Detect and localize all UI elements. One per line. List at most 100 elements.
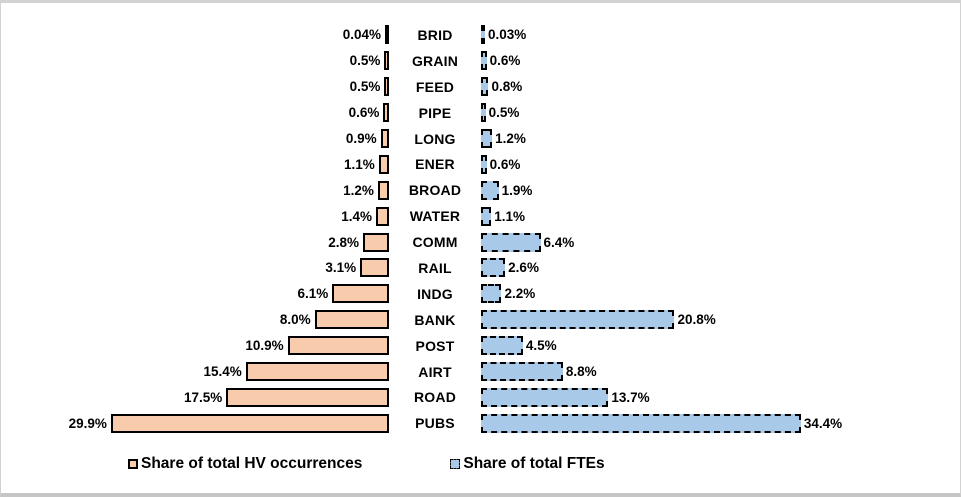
left-bar-cell: 0.6%: [9, 103, 389, 123]
left-bar-cell: 0.04%: [9, 25, 389, 45]
ftes-bar: [481, 336, 523, 356]
right-bar-cell: 0.03%: [481, 25, 954, 45]
chart-row: 8.0% BANK 20.8%: [9, 307, 954, 333]
ftes-bar: [481, 180, 499, 200]
left-bar-cell: 1.2%: [9, 180, 389, 200]
ftes-bar: [481, 362, 563, 382]
left-value-label: 0.04%: [342, 27, 381, 43]
hv-occurrences-bar: [385, 25, 389, 45]
right-value-label: 13.7%: [611, 389, 650, 405]
left-value-label: 29.9%: [68, 415, 107, 431]
hv-occurrences-bar: [375, 206, 389, 226]
ftes-bar: [481, 413, 801, 433]
category-label: GRAIN: [411, 52, 459, 69]
right-bar-cell: 1.2%: [481, 129, 954, 148]
left-value-label: 1.2%: [343, 182, 374, 198]
left-bar-cell: 6.1%: [9, 284, 389, 304]
left-value-label: 10.9%: [245, 338, 284, 354]
chart-row: 1.4% WATER 1.1%: [9, 203, 954, 229]
legend-item-ftes: Share of total FTEs: [450, 455, 605, 473]
right-bar-cell: 13.7%: [481, 387, 954, 407]
ftes-bar: [481, 77, 489, 97]
left-bar-cell: 0.9%: [9, 129, 389, 148]
left-value-label: 1.1%: [344, 156, 375, 172]
hv-occurrences-bar: [245, 362, 389, 382]
left-bar-cell: 29.9%: [9, 413, 389, 433]
left-bar-cell: 3.1%: [9, 258, 389, 278]
category-label: BANK: [414, 311, 456, 328]
chart-row: 1.1% ENER 0.6%: [9, 151, 954, 177]
chart-row: 6.1% INDG 2.2%: [9, 281, 954, 307]
right-value-label: 6.4%: [543, 234, 575, 250]
legend-item-hv-occurrences: Share of total HV occurrences: [128, 455, 362, 473]
ftes-bar: [481, 284, 502, 304]
left-bar-cell: 15.4%: [9, 362, 389, 382]
hv-occurrences-bar: [362, 232, 389, 252]
chart-row: 0.5% FEED 0.8%: [9, 74, 954, 100]
hv-occurrences-bar: [226, 387, 389, 407]
left-value-label: 17.5%: [183, 389, 223, 405]
left-bar-cell: 2.8%: [9, 232, 389, 252]
category-label: AIRT: [418, 363, 452, 380]
ftes-bar: [481, 51, 487, 71]
chart-row: 3.1% RAIL 2.6%: [9, 255, 954, 281]
chart-row: 2.8% COMM 6.4%: [9, 229, 954, 255]
right-bar-cell: 0.8%: [481, 77, 954, 97]
category-label: BRID: [417, 26, 453, 43]
right-value-label: 8.8%: [565, 364, 597, 380]
category-label: ROAD: [413, 389, 457, 406]
chart-legend: Share of total HV occurrences Share of t…: [1, 455, 960, 473]
right-bar-cell: 0.6%: [481, 154, 954, 174]
chart-row: 0.04% BRID 0.03%: [9, 22, 954, 48]
category-label: LONG: [414, 130, 456, 147]
hv-occurrences-bar: [380, 129, 389, 148]
right-bar-cell: 1.9%: [481, 180, 954, 200]
chart-row: 0.5% GRAIN 0.6%: [9, 48, 954, 74]
ftes-bar: [481, 387, 609, 407]
right-value-label: 1.2%: [495, 131, 526, 146]
ftes-bar: [481, 154, 487, 174]
right-value-label: 2.2%: [504, 286, 536, 302]
right-value-label: 0.03%: [488, 27, 527, 43]
chart-row: 29.9% PUBS 34.4%: [9, 410, 954, 436]
ftes-swatch-icon: [450, 459, 461, 469]
hv-occurrences-swatch-icon: [128, 459, 138, 469]
category-label: POST: [415, 337, 455, 354]
chart-row: 0.9% LONG 1.2%: [9, 126, 954, 152]
ftes-bar: [481, 206, 492, 226]
right-value-label: 0.6%: [489, 156, 521, 172]
left-value-label: 3.1%: [325, 260, 357, 276]
right-bar-cell: 0.5%: [481, 103, 954, 123]
left-bar-cell: 0.5%: [9, 51, 389, 71]
left-bar-cell: 10.9%: [9, 336, 389, 356]
right-value-label: 2.6%: [508, 260, 539, 276]
left-bar-cell: 0.5%: [9, 77, 389, 97]
category-label: FEED: [415, 78, 455, 95]
right-value-label: 1.1%: [494, 208, 525, 224]
left-value-label: 8.0%: [279, 312, 311, 328]
left-value-label: 6.1%: [297, 286, 329, 302]
right-bar-cell: 0.6%: [481, 51, 954, 71]
left-value-label: 0.5%: [349, 79, 381, 95]
legend-label-ftes: Share of total FTEs: [463, 455, 605, 472]
right-bar-cell: 34.4%: [481, 413, 954, 433]
right-bar-cell: 2.6%: [481, 258, 954, 278]
category-label: PIPE: [418, 104, 452, 121]
category-label: ENER: [415, 156, 455, 173]
right-value-label: 0.5%: [488, 105, 520, 121]
right-bar-cell: 6.4%: [481, 232, 954, 252]
left-bar-cell: 1.1%: [9, 154, 389, 174]
right-value-label: 0.6%: [489, 53, 521, 69]
chart-row: 15.4% AIRT 8.8%: [9, 359, 954, 385]
chart-row: 10.9% POST 4.5%: [9, 333, 954, 359]
hv-occurrences-bar: [378, 154, 389, 174]
right-bar-cell: 2.2%: [481, 284, 954, 304]
category-label: INDG: [417, 285, 453, 302]
ftes-bar: [481, 129, 493, 148]
left-bar-cell: 8.0%: [9, 310, 389, 330]
chart-row: 0.6% PIPE 0.5%: [9, 100, 954, 126]
ftes-bar: [481, 103, 486, 123]
left-value-label: 15.4%: [203, 364, 242, 380]
left-value-label: 0.9%: [345, 131, 377, 146]
